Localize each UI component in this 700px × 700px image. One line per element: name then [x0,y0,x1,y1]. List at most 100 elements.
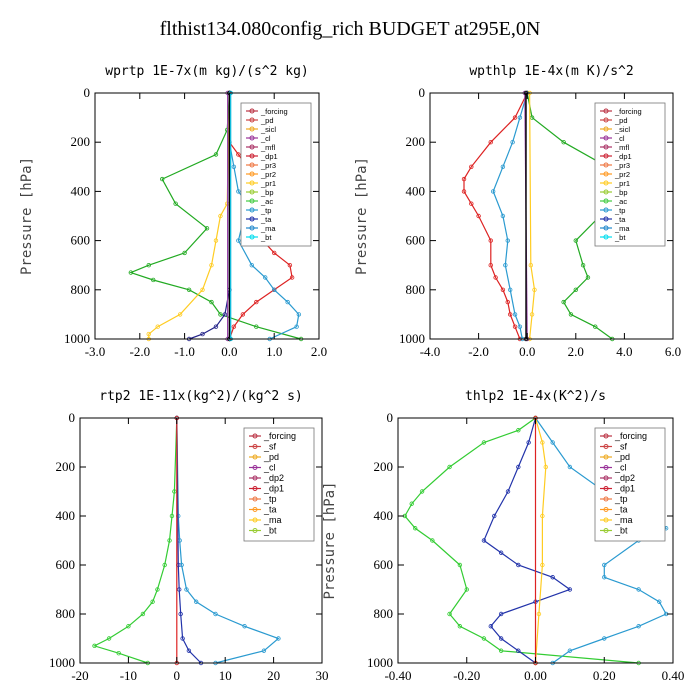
x-tick-label: -0.20 [453,668,480,683]
data-point [180,636,185,641]
series-line-4 [528,92,536,340]
data-point [503,263,508,268]
x-tick-label: 2.0 [568,344,584,359]
x-tick-label: -3.0 [85,344,106,359]
legend-entry: _sicl [260,125,276,134]
x-tick-label: 4.0 [616,344,632,359]
data-point [540,440,545,445]
data-point [529,312,535,317]
panel-1: wprtp 1E-7x(m kg)/(s^2 kg) Pressure [hPa]… [19,64,327,359]
data-point [177,312,183,317]
data-point [568,312,574,317]
y-axis-label: Pressure [hPa] [322,481,338,599]
legend-marker [603,171,609,177]
x-tick-label: 0.00 [524,668,547,683]
data-point [177,587,182,592]
y-tick-label: 1000 [64,331,90,346]
data-point [169,513,175,519]
legend-entry: _dp1 [263,484,284,494]
series-line-3 [483,417,572,664]
data-point [580,263,586,268]
data-point [490,189,496,194]
legend-marker [252,454,258,460]
data-point [512,115,518,120]
data-point [498,611,504,617]
data-point [550,575,555,580]
data-point [498,648,504,653]
legend-entry: _pd [263,452,279,462]
data-point [543,464,549,470]
legend-entry: _sicl [614,125,630,134]
legend-entry: _forcing [614,431,647,441]
data-point [236,238,241,243]
data-point [447,611,452,617]
y-tick-label: 400 [71,183,91,198]
x-tick-label: 0.20 [593,668,616,683]
data-point [285,299,290,305]
x-tick-label: -2.0 [130,344,151,359]
legend-entry: _dp2 [263,473,284,483]
data-point [536,611,542,617]
data-point [493,275,498,280]
data-point [481,440,487,445]
y-tick-label: 800 [374,606,394,621]
data-point [263,275,268,280]
data-point [172,489,177,494]
data-point [561,139,566,145]
data-point [540,513,545,519]
data-point [636,624,641,629]
legend-marker [249,117,255,123]
legend-entry: _ta [614,505,628,515]
legend-marker [603,216,609,222]
data-point [512,312,518,317]
data-point [481,538,487,543]
data-point [200,331,205,337]
legend-entry: _pr2 [260,170,276,179]
x-tick-label: -4.0 [420,344,441,359]
legend-entry: _dp1 [260,152,278,161]
legend-marker [252,507,258,512]
legend-marker [603,162,609,168]
data-point [516,648,521,653]
legend-entry: _tp [260,206,271,215]
series-line-4 [534,417,547,664]
x-tick-label: 2.0 [311,344,327,359]
legend-marker [603,135,609,141]
data-point [213,152,219,157]
x-tick-label: -0.40 [384,668,411,683]
legend-entry: _pr1 [614,179,630,188]
data-point [150,599,155,604]
legend-marker [249,162,255,168]
panel-2: wpthlp 1E-4x(m K)/s^2 Pressure [hPa] -4.0 -… [354,64,681,359]
data-point [430,538,435,543]
data-point [151,277,156,283]
data-point [510,139,515,145]
legend-entry: _bt [260,233,272,242]
legend-marker [603,465,609,470]
data-point [186,648,192,653]
data-point [657,599,662,604]
x-tick-label: -20 [71,668,88,683]
x-tick-label: 20 [267,668,280,683]
legend-marker [252,486,258,491]
y-tick-label: 400 [56,508,76,523]
series-line-3 [176,417,202,664]
legend-entry: _ta [263,505,277,515]
data-point [106,636,112,641]
data-point [218,213,223,219]
data-point [492,513,497,519]
legend-entry: _tp [614,206,625,215]
data-point [517,115,523,120]
series-line-2 [535,417,668,664]
data-point [126,624,131,629]
legend-marker [603,207,609,213]
y-tick-label: 1000 [399,331,425,346]
legend-marker [603,444,609,449]
series-line-1 [129,92,302,340]
data-point [236,152,241,157]
data-point [186,287,192,292]
y-tick-label: 200 [56,459,76,474]
x-tick-label: 1.0 [266,344,282,359]
data-point [296,312,302,317]
y-tick-label: 0 [419,85,426,100]
